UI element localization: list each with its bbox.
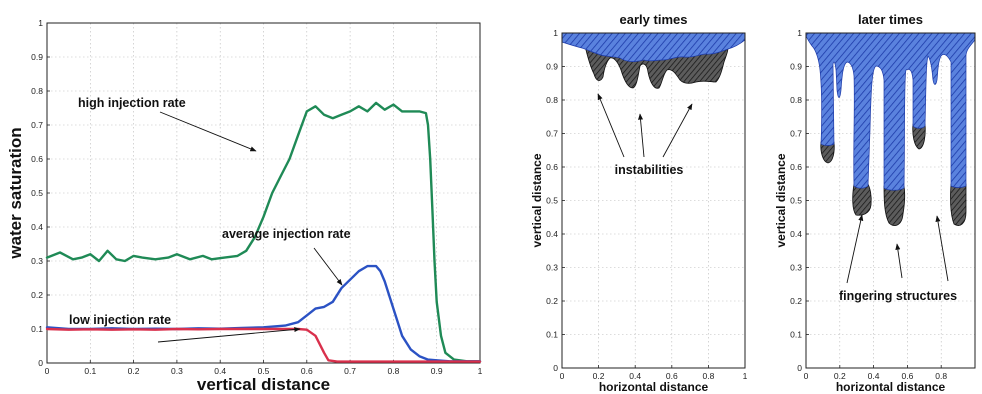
y-tick-label: 0.9 bbox=[546, 62, 558, 72]
x-tick-label: 0.6 bbox=[666, 371, 678, 381]
y-tick-label: 0 bbox=[797, 363, 802, 373]
y-tick-label: 0.3 bbox=[31, 256, 43, 266]
y-tick-label: 0.6 bbox=[790, 162, 802, 172]
x-tick-label: 0.4 bbox=[868, 371, 880, 381]
y-tick-label: 0 bbox=[553, 363, 558, 373]
left-grid bbox=[47, 23, 480, 363]
arrow-instability-2 bbox=[638, 113, 645, 158]
x-tick-label: 0.8 bbox=[702, 371, 714, 381]
later-water-fingers bbox=[805, 32, 976, 191]
series-line-high-injection-rate bbox=[45, 101, 482, 363]
y-tick-label: 0.7 bbox=[546, 129, 558, 139]
x-tick-label: 0.9 bbox=[431, 366, 443, 376]
x-tick-label: 0.4 bbox=[214, 366, 226, 376]
arrow-fingering-3 bbox=[935, 215, 949, 282]
x-tick-label: 0.2 bbox=[128, 366, 140, 376]
arrow-high-injection-rate bbox=[159, 111, 257, 152]
x-tick-label: 0.1 bbox=[84, 366, 96, 376]
annotation-fingering-structures: fingering structures bbox=[839, 289, 957, 303]
y-tick-label: 0.7 bbox=[790, 129, 802, 139]
x-tick-label: 0 bbox=[804, 371, 809, 381]
y-tick-label: 0.2 bbox=[546, 296, 558, 306]
y-tick-label: 0.4 bbox=[31, 222, 43, 232]
x-tick-label: 1 bbox=[478, 366, 483, 376]
later-times-tick-labels: 0 0.2 0.4 0.6 0.8 0 0.1 0.2 0.3 0.4 0.5 0.6 0.7 0.8 0.… bbox=[790, 28, 947, 381]
later-times-y-axis-label: vertical distance bbox=[774, 153, 788, 247]
x-tick-label: 0.8 bbox=[935, 371, 947, 381]
arrow-instability-3 bbox=[662, 103, 693, 158]
x-tick-label: 0 bbox=[45, 366, 50, 376]
annotation-instabilities: instabilities bbox=[615, 163, 684, 177]
arrow-average-injection-rate bbox=[313, 247, 343, 286]
y-tick-label: 0.1 bbox=[31, 324, 43, 334]
y-tick-label: 0.1 bbox=[790, 330, 802, 340]
y-tick-label: 0.4 bbox=[790, 229, 802, 239]
x-tick-label: 0.6 bbox=[901, 371, 913, 381]
y-tick-label: 0.8 bbox=[546, 95, 558, 105]
x-tick-label: 0.5 bbox=[258, 366, 270, 376]
x-tick-label: 0 bbox=[560, 371, 565, 381]
early-times-tick-labels: 0 0.2 0.4 0.6 0.8 1 0 0.1 0.2 0.3 0.4 0.5 0.6 0.7 0.8 0… bbox=[546, 28, 747, 381]
y-tick-label: 0.9 bbox=[31, 52, 43, 62]
annotation-average-injection-rate: average injection rate bbox=[222, 227, 351, 241]
later-times-sketch: later times 0 0.2 0.4 0.6 0.8 0 0.1 0.2 0.3 0.4 0.… bbox=[774, 12, 976, 394]
y-tick-label: 0.8 bbox=[790, 95, 802, 105]
annotation-low-injection-rate: low injection rate bbox=[69, 313, 171, 327]
early-times-y-axis-label: vertical distance bbox=[530, 153, 544, 247]
y-tick-label: 0.3 bbox=[546, 263, 558, 273]
x-tick-label: 0.8 bbox=[387, 366, 399, 376]
series-line-low-injection-rate bbox=[45, 327, 482, 363]
y-tick-label: 0.5 bbox=[790, 196, 802, 206]
y-tick-label: 0.2 bbox=[790, 296, 802, 306]
x-tick-label: 0.2 bbox=[834, 371, 846, 381]
later-times-x-axis-label: horizontal distance bbox=[836, 380, 946, 394]
x-tick-label: 0.4 bbox=[629, 371, 641, 381]
early-times-x-axis-label: horizontal distance bbox=[599, 380, 709, 394]
annotation-high-injection-rate: high injection rate bbox=[78, 96, 186, 110]
left-series-lines bbox=[45, 101, 482, 363]
saturation-profile-plot: 0 0.1 0.2 0.3 0.4 0.5 0.6 0.7 0.8 0.9 1 0 0.1 0.2 0.3 0… bbox=[6, 18, 483, 394]
y-tick-label: 0.5 bbox=[31, 188, 43, 198]
x-tick-label: 0.2 bbox=[593, 371, 605, 381]
y-tick-label: 0.7 bbox=[31, 120, 43, 130]
arrow-low-injection-rate bbox=[157, 327, 301, 343]
y-tick-label: 0.8 bbox=[31, 86, 43, 96]
y-tick-label: 0.6 bbox=[546, 162, 558, 172]
y-tick-label: 1 bbox=[38, 18, 43, 28]
x-tick-label: 1 bbox=[743, 371, 748, 381]
x-tick-label: 0.3 bbox=[171, 366, 183, 376]
early-water-front bbox=[561, 32, 746, 62]
y-tick-label: 0.5 bbox=[546, 196, 558, 206]
early-times-sketch: early times 0 0.2 0.4 0.6 0.8 100.10.20.30.40… bbox=[530, 12, 748, 394]
x-tick-label: 0.7 bbox=[344, 366, 356, 376]
y-tick-label: 0.6 bbox=[31, 154, 43, 164]
y-tick-label: 0.2 bbox=[31, 290, 43, 300]
left-y-axis-label: water saturation bbox=[6, 127, 25, 259]
left-x-axis-label: vertical distance bbox=[197, 375, 330, 394]
y-tick-label: 0.1 bbox=[546, 330, 558, 340]
later-finger-tips bbox=[820, 123, 967, 226]
y-tick-label: 1 bbox=[797, 28, 802, 38]
y-tick-label: 0.9 bbox=[790, 62, 802, 72]
y-tick-label: 0 bbox=[38, 358, 43, 368]
early-times-title: early times bbox=[620, 12, 688, 27]
arrow-fingering-1 bbox=[846, 214, 864, 284]
y-tick-label: 1 bbox=[553, 28, 558, 38]
arrow-instability-1 bbox=[597, 93, 625, 158]
arrow-fingering-2 bbox=[895, 243, 903, 279]
later-times-title: later times bbox=[858, 12, 923, 27]
x-tick-label: 0.6 bbox=[301, 366, 313, 376]
y-tick-label: 0.4 bbox=[546, 229, 558, 239]
y-tick-label: 0.3 bbox=[790, 263, 802, 273]
